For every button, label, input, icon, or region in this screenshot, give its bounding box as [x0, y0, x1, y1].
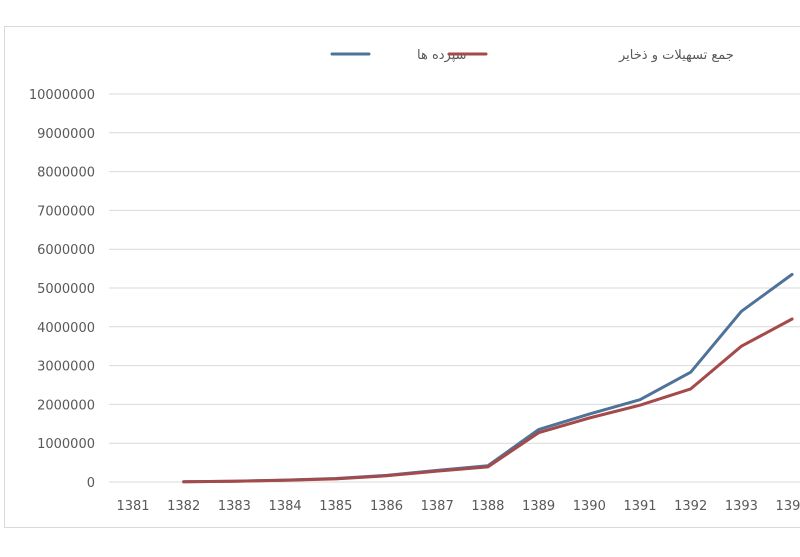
line-chart: 0 1000000 2000000 3000000 4000000 5000000 6000… [29, 48, 800, 514]
y-axis: 0 1000000 2000000 3000000 4000000 5000000 6000… [29, 88, 95, 491]
y-tick-label: 1000000 [37, 437, 95, 452]
legend-label-0: سپرده ها [417, 48, 467, 63]
x-tick-label: 1394 [776, 499, 800, 514]
y-tick-label: 2000000 [37, 398, 95, 413]
y-tick-label: 5000000 [37, 282, 95, 297]
x-tick-label: 1386 [370, 499, 403, 514]
y-tick-label: 6000000 [37, 243, 95, 258]
x-tick-label: 1381 [116, 499, 149, 514]
gridlines [109, 93, 800, 483]
x-tick-label: 1392 [674, 499, 707, 514]
series-line-0 [182, 272, 794, 484]
y-tick-label: 0 [87, 476, 95, 491]
y-tick-label: 10000000 [29, 88, 95, 103]
x-tick-label: 1388 [471, 499, 504, 514]
x-tick-label: 1391 [623, 499, 656, 514]
y-tick-label: 3000000 [37, 360, 95, 375]
x-tick-label: 1393 [725, 499, 758, 514]
chart-frame: 0 1000000 2000000 3000000 4000000 5000000 6000… [4, 26, 800, 528]
y-tick-label: 4000000 [37, 321, 95, 336]
series-line-1 [182, 317, 794, 484]
x-tick-label: 1389 [522, 499, 555, 514]
x-tick-label: 1384 [269, 499, 302, 514]
x-tick-label: 1390 [573, 499, 606, 514]
y-tick-label: 9000000 [37, 127, 95, 142]
x-tick-label: 1382 [167, 499, 200, 514]
x-axis: 1381 1382 1383 1384 1385 1386 1387 1388 1389 1390… [116, 499, 800, 514]
y-tick-label: 8000000 [37, 166, 95, 181]
x-tick-label: 1383 [218, 499, 251, 514]
y-tick-label: 7000000 [37, 204, 95, 219]
x-tick-label: 1385 [319, 499, 352, 514]
plot-area [182, 272, 794, 484]
legend-label-1: جمع تسهیلات و ذخایر [618, 48, 734, 63]
x-tick-label: 1387 [421, 499, 454, 514]
legend: سپرده ها جمع تسهیلات و ذخایر [330, 48, 734, 63]
